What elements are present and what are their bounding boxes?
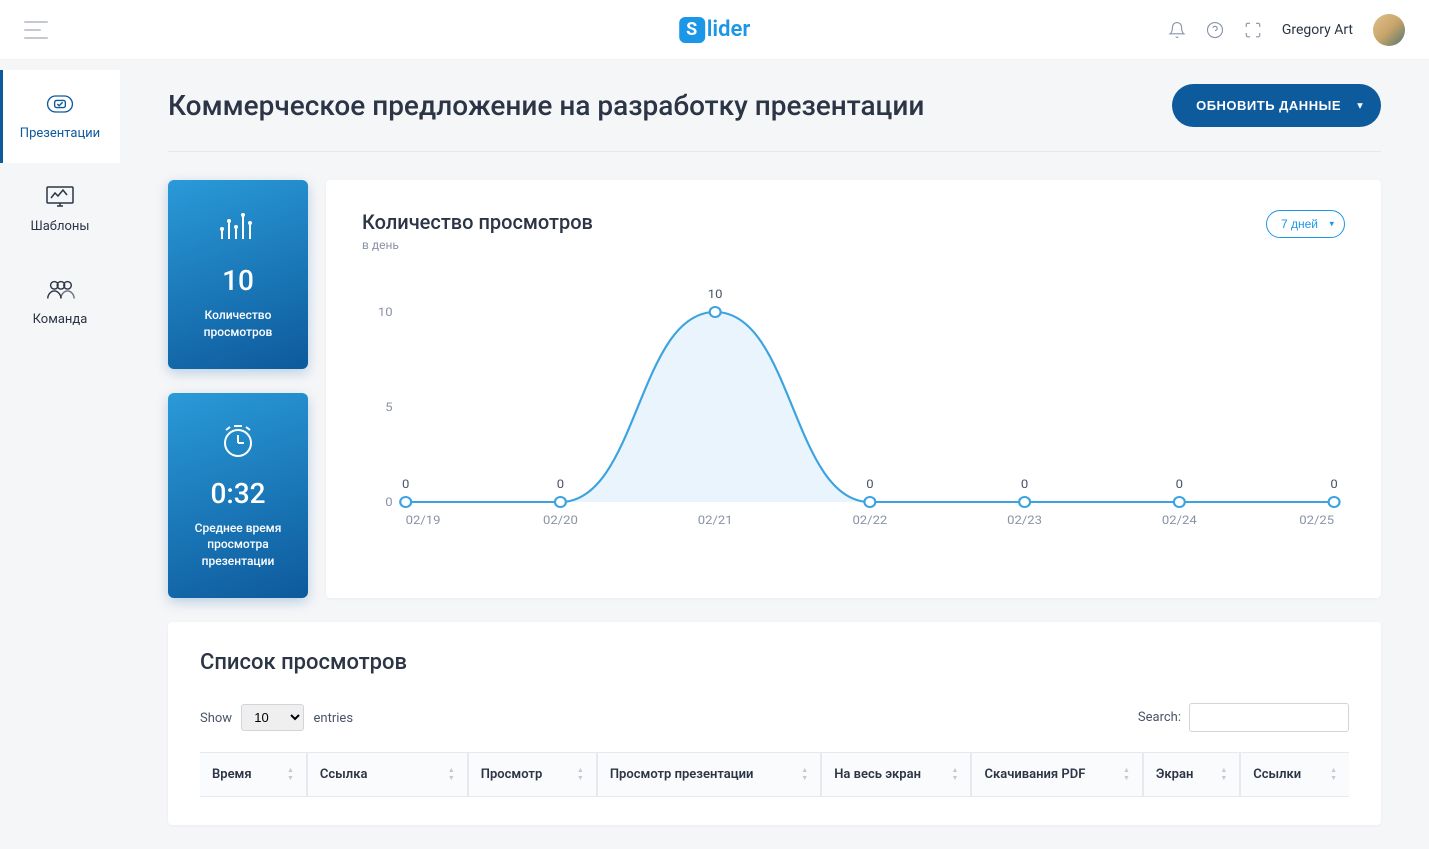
avatar[interactable] <box>1373 14 1405 46</box>
help-icon[interactable] <box>1206 21 1224 39</box>
svg-text:5: 5 <box>385 400 392 414</box>
svg-text:10: 10 <box>378 305 393 319</box>
chart-panel: Количество просмотров в день 7 дней 0 5 10… <box>326 180 1381 598</box>
search-input[interactable] <box>1189 703 1349 732</box>
entries-label: entries <box>314 711 354 726</box>
bell-icon[interactable] <box>1168 21 1186 39</box>
sidebar-item-templates[interactable]: Шаблоны <box>0 163 120 256</box>
stat-cards: 10 Количество просмотров 0:32 Среднее вр… <box>168 180 308 598</box>
show-label: Show <box>200 711 232 726</box>
expand-icon[interactable] <box>1244 21 1262 39</box>
svg-text:0: 0 <box>385 495 392 509</box>
views-list-title: Список просмотров <box>200 650 1349 675</box>
sidebar-item-team[interactable]: Команда <box>0 256 120 349</box>
sidebar: Презентации Шаблоны Команда <box>0 60 120 849</box>
table-column-header[interactable]: Просмотр▲▼ <box>469 753 598 796</box>
sidebar-item-presentations[interactable]: Презентации <box>0 70 120 163</box>
svg-text:0: 0 <box>1330 477 1337 491</box>
brand-logo-icon: S <box>679 17 705 43</box>
sort-icon: ▲▼ <box>1330 767 1337 782</box>
header-actions: Gregory Art <box>1168 14 1405 46</box>
views-list-panel: Список просмотров Show 10 entries Search… <box>168 622 1381 825</box>
svg-text:02/20: 02/20 <box>543 513 578 527</box>
clock-icon <box>184 421 292 461</box>
sort-icon: ▲▼ <box>1123 767 1130 782</box>
table-controls: Show 10 entries Search: <box>200 703 1349 732</box>
svg-text:0: 0 <box>557 477 564 491</box>
sidebar-item-label: Презентации <box>20 126 100 141</box>
page-title: Коммерческое предложение на разработку п… <box>168 89 924 122</box>
sidebar-item-label: Команда <box>33 312 88 327</box>
sort-icon: ▲▼ <box>801 767 808 782</box>
stat-avgtime-value: 0:32 <box>184 477 292 510</box>
stat-avgtime-label: Среднее время просмотра презентации <box>184 520 292 570</box>
menu-toggle-icon[interactable] <box>24 21 48 39</box>
stat-card-avg-time: 0:32 Среднее время просмотра презентации <box>168 393 308 598</box>
page-header: Коммерческое предложение на разработку п… <box>168 84 1381 152</box>
user-name[interactable]: Gregory Art <box>1282 22 1353 38</box>
presentations-icon <box>44 92 76 116</box>
svg-text:02/19: 02/19 <box>406 513 441 527</box>
svg-text:02/23: 02/23 <box>1007 513 1042 527</box>
chart-period-filter[interactable]: 7 дней <box>1266 210 1345 238</box>
sort-icon: ▲▼ <box>287 767 294 782</box>
bars-icon <box>184 208 292 248</box>
svg-text:02/22: 02/22 <box>852 513 887 527</box>
stat-views-value: 10 <box>184 264 292 297</box>
app-header: S lider Gregory Art <box>0 0 1429 60</box>
templates-icon <box>44 185 76 209</box>
brand-logo-text: lider <box>707 17 751 42</box>
svg-text:0: 0 <box>402 477 409 491</box>
chart-subtitle: в день <box>362 238 593 252</box>
update-data-button[interactable]: ОБНОВИТЬ ДАННЫЕ <box>1172 84 1381 127</box>
stat-card-views: 10 Количество просмотров <box>168 180 308 369</box>
main-content: Коммерческое предложение на разработку п… <box>120 60 1429 849</box>
views-chart: 0 5 10 0 02/19 0 02/20 10 02/21 0 02/22 0 02/23 0 02/2… <box>362 282 1345 542</box>
svg-text:02/24: 02/24 <box>1162 513 1197 527</box>
sort-icon: ▲▼ <box>577 767 584 782</box>
table-column-header[interactable]: Экран▲▼ <box>1144 753 1241 796</box>
brand-logo[interactable]: S lider <box>679 17 751 43</box>
table-column-header[interactable]: Скачивания PDF▲▼ <box>972 753 1143 796</box>
table-header: Время▲▼Ссылка▲▼Просмотр▲▼Просмотр презен… <box>200 752 1349 797</box>
entries-select[interactable]: 10 <box>241 704 304 731</box>
svg-text:0: 0 <box>866 477 873 491</box>
svg-text:0: 0 <box>1176 477 1183 491</box>
table-column-header[interactable]: На весь экран▲▼ <box>822 753 972 796</box>
sort-icon: ▲▼ <box>1220 767 1227 782</box>
sidebar-item-label: Шаблоны <box>30 219 89 234</box>
table-column-header[interactable]: Ссылки▲▼ <box>1241 753 1349 796</box>
stat-views-label: Количество просмотров <box>184 307 292 341</box>
search-box: Search: <box>1138 703 1349 732</box>
team-icon <box>44 278 76 302</box>
svg-text:0: 0 <box>1021 477 1028 491</box>
sort-icon: ▲▼ <box>448 767 455 782</box>
entries-selector: Show 10 entries <box>200 704 353 731</box>
search-label: Search: <box>1138 710 1181 725</box>
chart-title: Количество просмотров <box>362 210 593 234</box>
table-column-header[interactable]: Просмотр презентации▲▼ <box>598 753 822 796</box>
table-column-header[interactable]: Ссылка▲▼ <box>308 753 469 796</box>
svg-text:02/21: 02/21 <box>698 513 733 527</box>
svg-text:10: 10 <box>708 287 723 301</box>
sort-icon: ▲▼ <box>952 767 959 782</box>
svg-text:02/25: 02/25 <box>1299 513 1334 527</box>
table-column-header[interactable]: Время▲▼ <box>200 753 308 796</box>
